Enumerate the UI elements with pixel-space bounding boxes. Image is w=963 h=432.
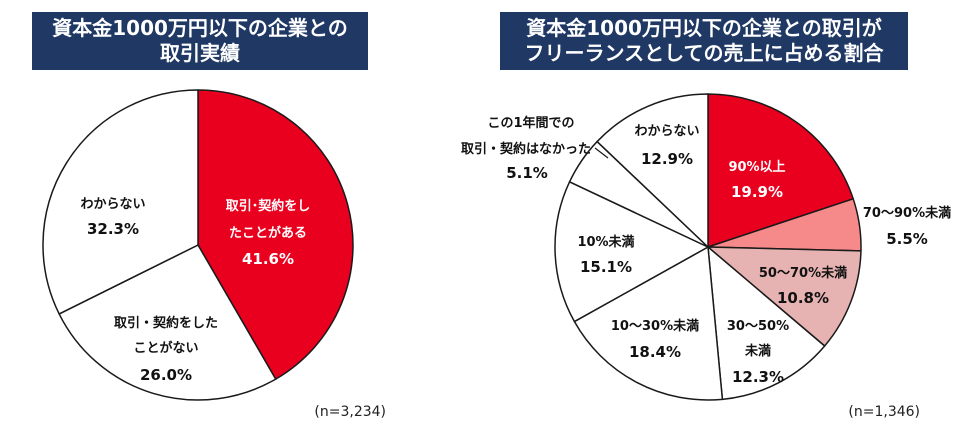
pie-slice [707, 246, 862, 347]
slice-value-label: 18.4% [629, 343, 681, 361]
pie-slice [42, 89, 199, 315]
pie-slice [707, 246, 826, 401]
slice-label: わからない [80, 197, 145, 212]
pie-slice [573, 246, 724, 401]
pie-slice [58, 244, 277, 401]
slice-label: 90%以上 [728, 160, 785, 175]
slice-value-label: 10.8% [777, 289, 829, 307]
slice-value-label: 12.9% [641, 150, 693, 168]
slice-label: 70～90%未満 [863, 205, 951, 221]
slice-value-label: 26.0% [140, 366, 192, 384]
sample-size-label: (n=1,346) [848, 404, 920, 420]
slice-label: 取引･契約をし [226, 198, 311, 214]
pie-chart-left [42, 89, 354, 401]
leader-line [594, 147, 609, 159]
slice-label: 10%未満 [577, 234, 634, 250]
slice-label: たことがある [229, 225, 307, 241]
slice-value-label: 5.5% [886, 230, 928, 248]
slice-label: 30～50% [727, 319, 789, 334]
chart-title-line: 取引実績 [160, 41, 240, 65]
slice-label: この1年間での [487, 115, 574, 131]
chart-title-line: 資本金1000万円以下の企業との [52, 16, 348, 40]
slice-label: 取引・契約はなかった [461, 141, 591, 157]
pie-slice [707, 93, 854, 248]
slice-value-label: 32.3% [87, 220, 139, 238]
slice-label: 取引・契約をした [114, 315, 218, 331]
chart-title-left: 資本金1000万円以下の企業との 取引実績 [32, 12, 368, 70]
slice-label: ことがない [133, 340, 198, 356]
slice-label: 10～30%未満 [611, 318, 699, 334]
slice-label: 50～70%未満 [759, 265, 847, 281]
sample-size-label: (n=3,234) [314, 404, 386, 420]
chart-title-line: フリーランスとしての売上に占める割合 [524, 41, 884, 65]
slice-value-label: 15.1% [580, 258, 632, 276]
slice-value-label: 12.3% [732, 368, 784, 386]
chart-title-line: 資本金1000万円以下の企業との取引が [526, 16, 882, 40]
pie-chart-right [554, 93, 862, 401]
slice-value-label: 19.9% [731, 183, 783, 201]
pie-labels-left: 取引･契約をし たことがある 41.6% 取引・契約をした ことがない 26.0… [80, 197, 386, 420]
pie-labels-right: 90%以上 19.9% 70～90%未満 5.5% 50～70%未満 10.8%… [461, 115, 951, 420]
slice-value-label: 5.1% [506, 164, 548, 182]
pie-slice [596, 93, 709, 248]
slice-value-label: 41.6% [242, 250, 294, 268]
pie-slice [554, 181, 709, 323]
pie-slice [197, 89, 354, 380]
slice-label: わからない [634, 124, 699, 139]
slice-label: 未満 [744, 343, 771, 359]
chart-title-right: 資本金1000万円以下の企業との取引が フリーランスとしての売上に占める割合 [500, 12, 908, 70]
